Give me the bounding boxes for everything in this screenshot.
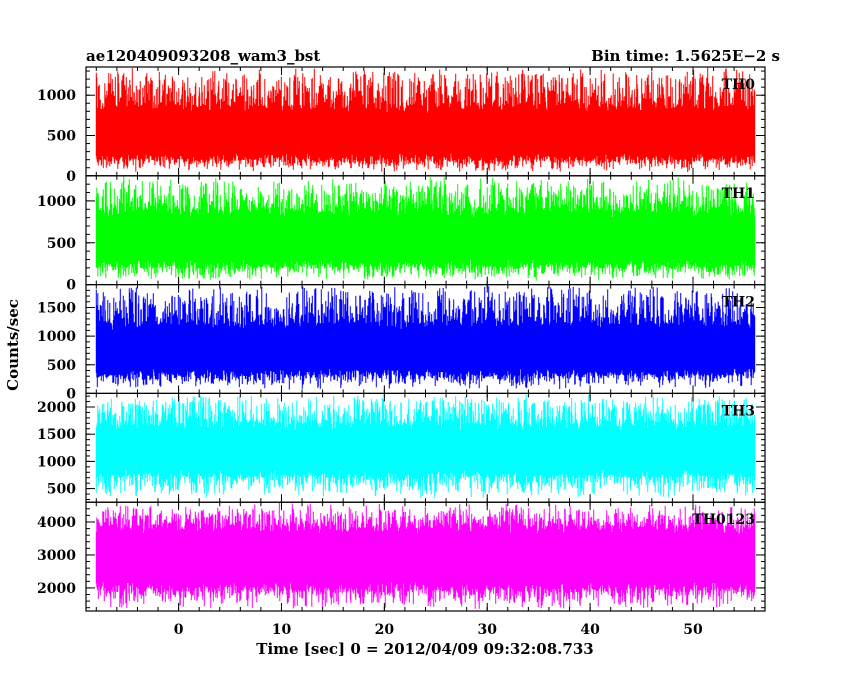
y-tick-label: 500 — [47, 482, 76, 498]
y-tick-label: 0 — [66, 278, 76, 294]
y-tick-label: 1000 — [37, 454, 76, 470]
x-tick-label: 20 — [375, 622, 395, 638]
series-trace-th2 — [95, 286, 756, 390]
y-tick-label: 0 — [66, 169, 76, 185]
y-tick-label: 500 — [47, 236, 76, 252]
y-tick-label: 2000 — [37, 581, 76, 597]
x-tick-label: 50 — [683, 622, 703, 638]
y-tick-label: 1500 — [37, 427, 76, 443]
x-tick-label: 40 — [580, 622, 600, 638]
series-trace-th0123 — [95, 502, 756, 609]
y-tick-label: 3000 — [37, 548, 76, 564]
chart-title-right: Bin time: 1.5625E−2 s — [591, 47, 780, 65]
y-tick-label: 1500 — [37, 301, 76, 317]
panel-th0123: 2000 3000 4000 TH0123 — [37, 501, 766, 612]
panel-label-th2: TH2 — [722, 295, 755, 311]
panel-label-th0123: TH0123 — [692, 512, 755, 528]
x-tick-label: 30 — [477, 622, 497, 638]
x-tick-label: 10 — [272, 622, 292, 638]
chart-title-left: ae120409093208_wam3_bst — [86, 47, 320, 65]
series-trace-th1 — [95, 176, 756, 281]
y-tick-label: 500 — [47, 129, 76, 145]
y-tick-label: 500 — [47, 358, 76, 374]
panel-label-th3: TH3 — [722, 403, 755, 419]
panel-th0: 0 500 1000 TH0 — [37, 66, 766, 185]
y-tick-label: 1000 — [37, 329, 76, 345]
x-tick-label: 0 — [174, 622, 184, 638]
x-axis-label: Time [sec] 0 = 2012/04/09 09:32:08.733 — [256, 640, 593, 658]
panel-th3: 500 1000 1500 2000 TH3 — [37, 392, 766, 503]
series-trace-th0 — [95, 67, 756, 173]
y-tick-label: 1000 — [37, 88, 76, 104]
panel-th2: 0 500 1000 1500 TH2 — [37, 284, 766, 402]
panel-label-th1: TH1 — [722, 186, 755, 202]
y-tick-label: 4000 — [37, 515, 76, 531]
series-trace-th3 — [95, 394, 756, 499]
panel-th1: 0 500 1000 TH1 — [37, 175, 766, 294]
y-tick-label: 1000 — [37, 194, 76, 210]
y-axis-label: Counts/sec — [4, 299, 22, 391]
y-tick-label: 2000 — [37, 400, 76, 416]
y-tick-label: 0 — [66, 386, 76, 402]
panel-label-th0: TH0 — [722, 77, 756, 93]
